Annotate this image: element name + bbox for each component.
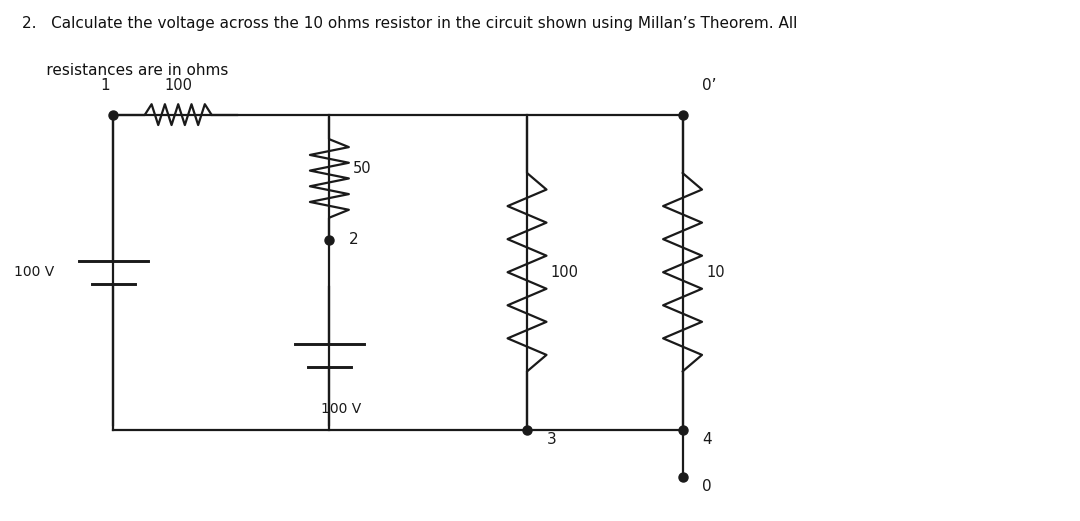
Text: 4: 4 xyxy=(702,432,712,448)
Text: 1: 1 xyxy=(100,78,109,93)
Text: 100 V: 100 V xyxy=(321,402,361,416)
Text: 2.   Calculate the voltage across the 10 ohms resistor in the circuit shown usin: 2. Calculate the voltage across the 10 o… xyxy=(22,16,797,31)
Text: 0’: 0’ xyxy=(702,78,716,93)
Text: 100: 100 xyxy=(551,265,579,280)
Text: 50: 50 xyxy=(353,160,372,176)
Text: 10: 10 xyxy=(706,265,725,280)
Text: 3: 3 xyxy=(546,432,556,448)
Text: resistances are in ohms: resistances are in ohms xyxy=(22,63,228,78)
Text: 100: 100 xyxy=(164,78,192,93)
Text: 100 V: 100 V xyxy=(14,265,54,279)
Text: 0: 0 xyxy=(702,479,712,494)
Text: 2: 2 xyxy=(349,232,359,247)
